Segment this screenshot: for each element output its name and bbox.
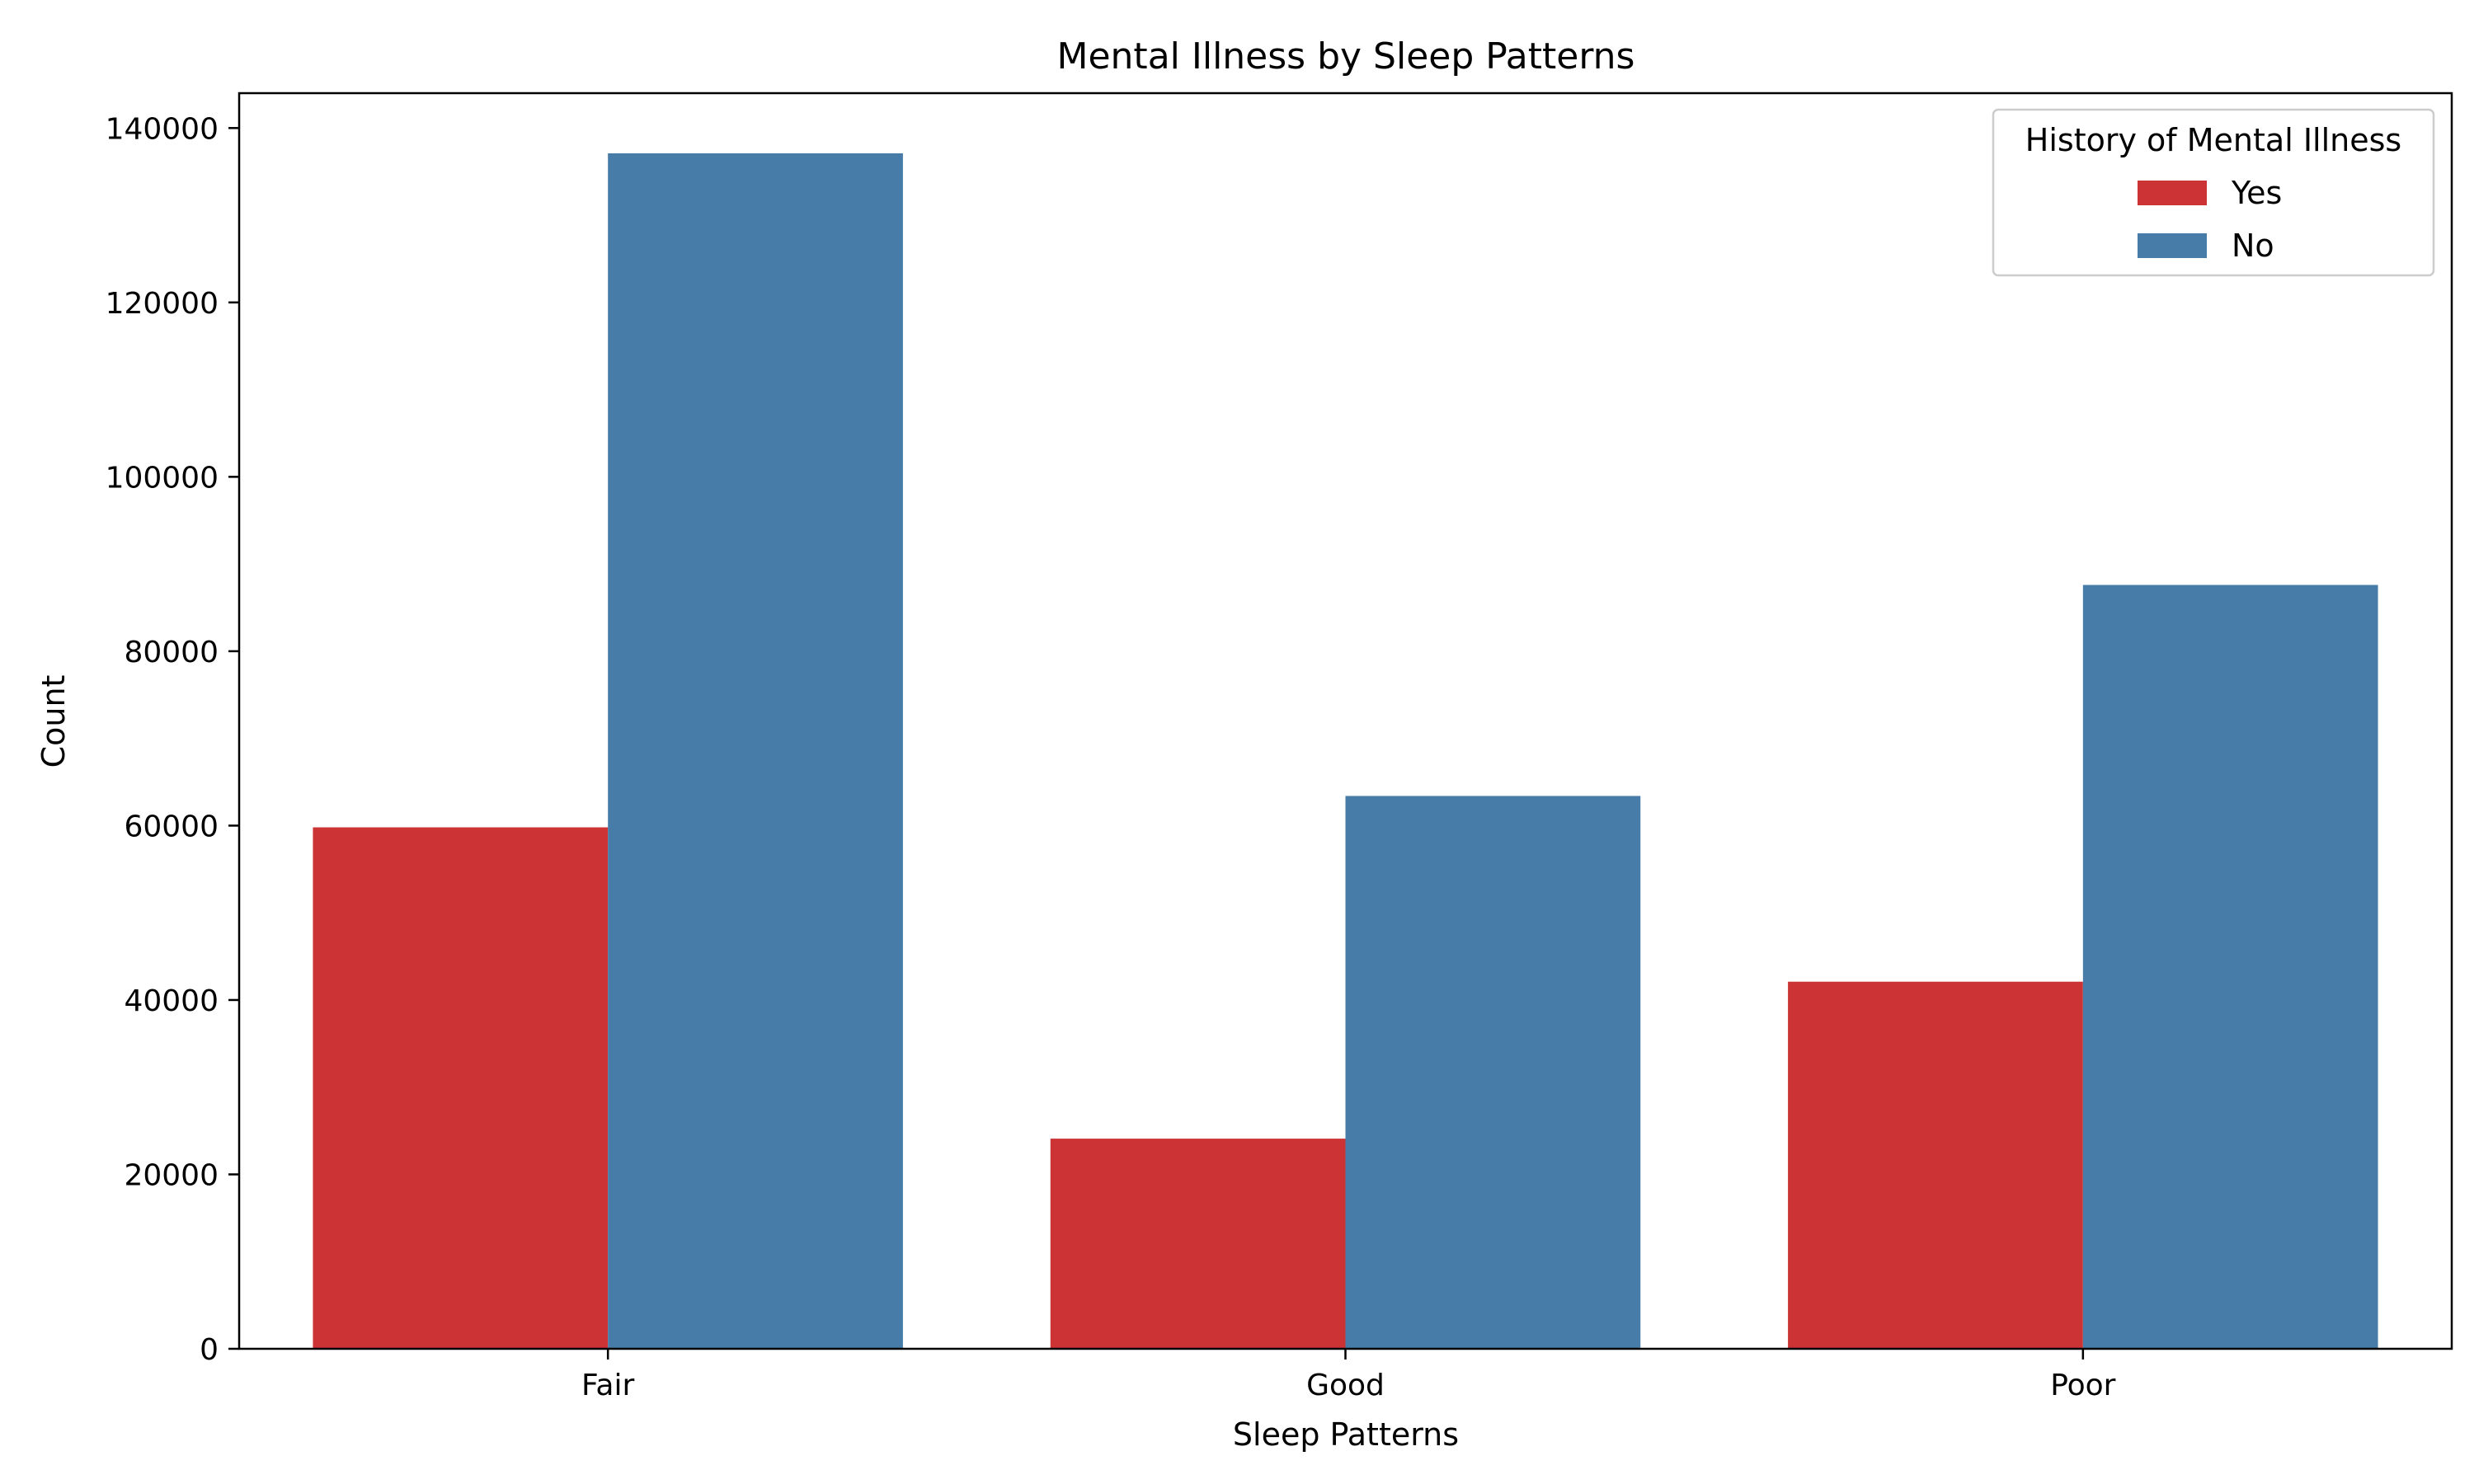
- y-tick-label: 80000: [124, 636, 219, 669]
- bar-no-good: [1345, 796, 1641, 1349]
- y-tick-label: 0: [200, 1333, 219, 1367]
- bar-no-poor: [2082, 585, 2378, 1349]
- x-tick-label: Good: [1306, 1369, 1385, 1402]
- y-tick-label: 40000: [124, 984, 219, 1018]
- legend-title: History of Mental Illness: [2025, 122, 2401, 158]
- y-axis: 0 20000 40000 60000 80000 100000 120000 140000: [106, 112, 239, 1367]
- x-axis-label: Sleep Patterns: [1233, 1416, 1459, 1453]
- y-tick-label: 140000: [106, 112, 219, 146]
- x-tick-label: Fair: [581, 1369, 634, 1402]
- legend-label-yes: Yes: [2231, 175, 2282, 211]
- y-tick-label: 20000: [124, 1158, 219, 1192]
- y-tick-label: 120000: [106, 287, 219, 321]
- x-axis: Fair Good Poor: [581, 1349, 2116, 1402]
- y-tick-label: 60000: [124, 810, 219, 843]
- legend-label-no: No: [2232, 228, 2274, 264]
- legend-swatch-no: [2138, 233, 2207, 258]
- bar-no-fair: [608, 153, 903, 1350]
- bar-yes-good: [1050, 1139, 1346, 1349]
- legend: History of Mental Illness Yes No: [1992, 108, 2435, 277]
- x-tick-label: Poor: [2050, 1369, 2115, 1402]
- bar-yes-fair: [313, 827, 609, 1349]
- chart-title: Mental Illness by Sleep Patterns: [1057, 35, 1635, 77]
- bars-group: [313, 153, 2378, 1350]
- bar-yes-poor: [1788, 981, 2083, 1349]
- legend-swatch-yes: [2138, 181, 2207, 205]
- y-axis-label: Count: [35, 675, 72, 768]
- y-tick-label: 100000: [106, 461, 219, 495]
- legend-box: [1992, 108, 2435, 277]
